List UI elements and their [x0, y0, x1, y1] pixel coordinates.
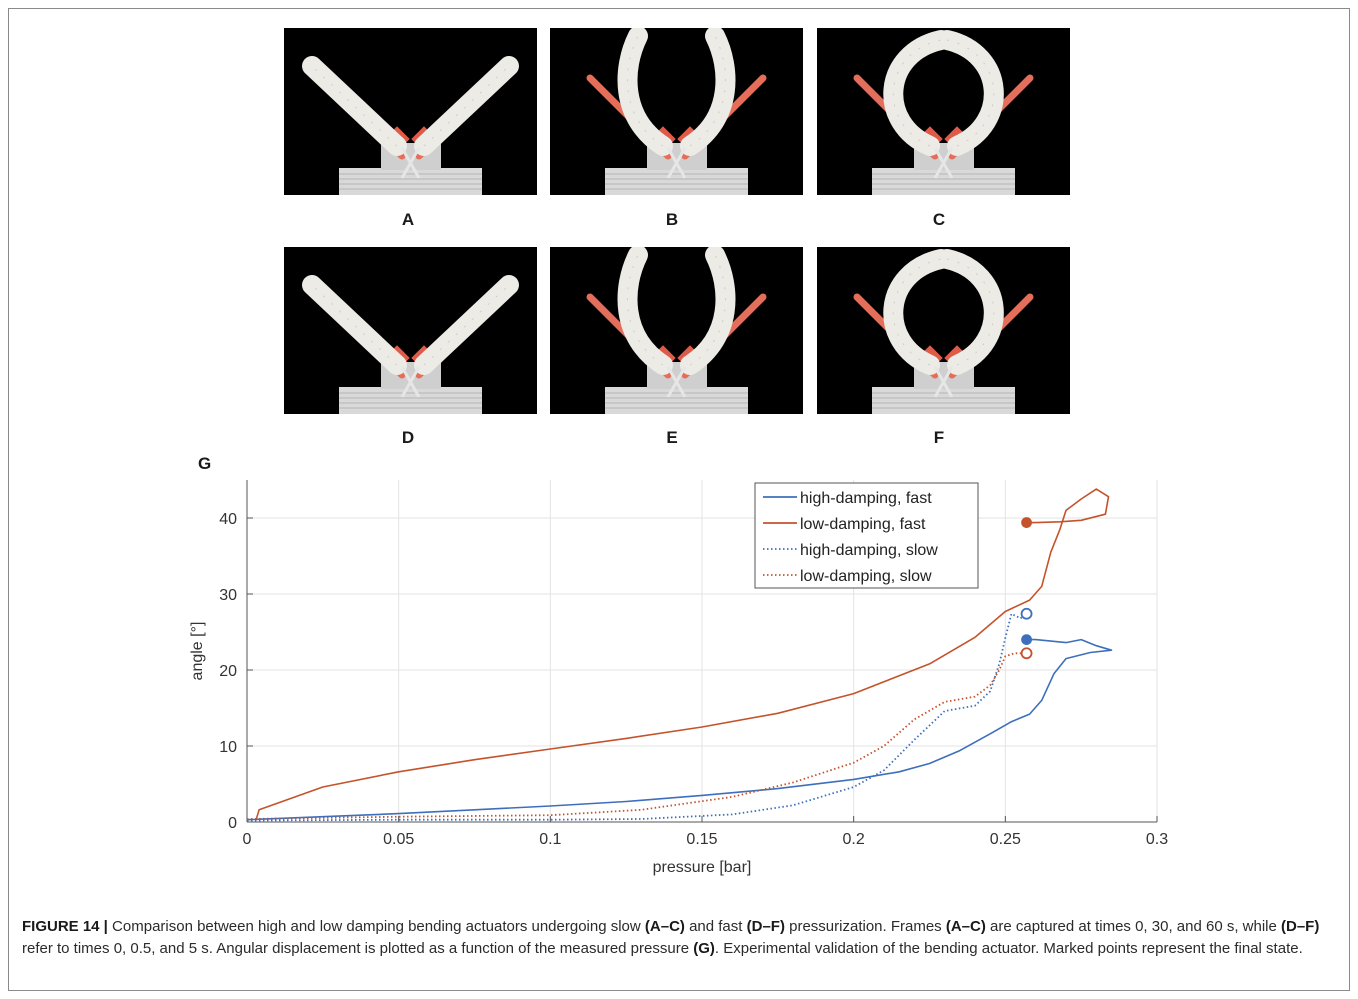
base-rail	[339, 168, 482, 195]
soft-actuator	[883, 30, 1004, 156]
x-axis-label: pressure [bar]	[653, 859, 752, 876]
caption-run-5: (A–C)	[945, 918, 986, 935]
y-axis-label: angle [°]	[189, 622, 206, 681]
series-line-3	[246, 652, 1027, 820]
photo-panel-a	[284, 28, 537, 195]
series-end-marker-2	[1020, 607, 1033, 620]
photo-panel-c	[817, 28, 1070, 195]
actuator-illustration	[853, 249, 1034, 414]
caption-run-4: pressurization. Frames	[784, 918, 946, 935]
panel-label-f: F	[933, 428, 945, 447]
caption-run-9: (G)	[693, 940, 715, 957]
base-rail	[339, 387, 482, 414]
soft-actuator	[883, 249, 1004, 375]
x-tick-label: 0.25	[990, 831, 1021, 848]
legend-entry-3: low-damping, slow	[800, 568, 932, 585]
caption-run-1: (A–C)	[644, 918, 685, 935]
tube-cross	[933, 366, 954, 398]
base-rail	[872, 387, 1015, 414]
photo-panel-e	[550, 247, 803, 414]
photo-panel-d	[284, 247, 537, 414]
x-tick-label: 0.05	[383, 831, 414, 848]
figure-caption: FIGURE 14 | Comparison between high and …	[22, 916, 1338, 960]
tube-cross	[400, 366, 421, 398]
caption-run-2: and fast	[684, 918, 747, 935]
soft-actuator	[302, 275, 519, 375]
y-tick-label: 20	[219, 663, 237, 680]
photo-panel-b	[550, 28, 803, 195]
legend-entry-1: low-damping, fast	[800, 516, 926, 533]
actuator-ridges	[627, 254, 726, 366]
y-tick-label: 40	[219, 511, 237, 528]
tube-cross	[666, 366, 687, 398]
y-tick-label: 0	[228, 815, 237, 832]
series-end-marker-0	[1021, 634, 1032, 646]
soft-actuator	[617, 28, 736, 156]
tube-cross	[400, 147, 421, 179]
caption-title: FIGURE 14 |	[22, 918, 108, 935]
legend-entry-2: high-damping, slow	[800, 542, 938, 559]
soft-actuator	[302, 56, 519, 156]
angle-pressure-chart: 0 0.05 0.1 0.15 0.2 0.25 0.3 0 10 20 30 40 pressure …	[189, 480, 1168, 876]
caption-run-6: are captured at times 0, 30, and 60 s, w…	[985, 918, 1282, 935]
series-end-marker-1	[1021, 517, 1032, 528]
caption-run-7: (D–F)	[1281, 918, 1320, 935]
x-tick-label: 0.3	[1146, 831, 1168, 848]
y-tick-label: 30	[219, 587, 237, 604]
caption-run-10: . Experimental validation of the bending…	[714, 940, 1303, 957]
base-rail	[605, 387, 748, 414]
actuator-ridges	[627, 35, 726, 147]
actuator-illustration	[586, 28, 767, 195]
caption-body: Comparison between high and low damping …	[22, 918, 1319, 957]
tube-cross	[933, 147, 954, 179]
panel-label-e: E	[666, 428, 678, 447]
x-tick-label: 0.2	[843, 831, 865, 848]
photo-panel-f	[817, 247, 1070, 414]
actuator-illustration	[853, 30, 1034, 195]
actuator-illustration	[302, 275, 519, 414]
legend-entry-0: high-damping, fast	[800, 490, 932, 507]
caption-run-3: (D–F)	[746, 918, 785, 935]
panel-label-b: B	[665, 210, 679, 229]
series-end-marker-3	[1020, 647, 1033, 660]
y-tick-label: 10	[219, 739, 237, 756]
tube-cross	[666, 147, 687, 179]
panel-label-c: C	[932, 210, 946, 229]
actuator-illustration	[586, 247, 767, 414]
legend-box	[754, 482, 979, 589]
panel-label-d: D	[401, 428, 415, 447]
series-line-2	[246, 612, 1028, 822]
panel-label-a: A	[401, 210, 415, 229]
caption-run-0: Comparison between high and low damping …	[107, 918, 645, 935]
soft-actuator	[617, 247, 736, 375]
x-tick-label: 0.15	[686, 831, 717, 848]
figure-frame	[8, 8, 1350, 991]
base-rail	[605, 168, 748, 195]
x-tick-label: 0.1	[539, 831, 561, 848]
series-line-0	[246, 638, 1113, 821]
series-line-1	[255, 488, 1110, 820]
actuator-illustration	[302, 56, 519, 195]
base-rail	[872, 168, 1015, 195]
caption-run-8: refer to times 0, 0.5, and 5 s. Angular …	[22, 940, 694, 957]
x-tick-label: 0	[243, 831, 252, 848]
panel-label-g: G	[198, 454, 212, 473]
